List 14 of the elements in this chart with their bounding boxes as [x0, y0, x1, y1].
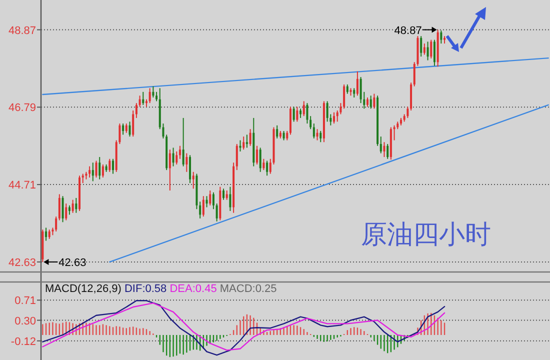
annotation: 原油四小时 — [361, 219, 491, 249]
series-label: DIF:0.58 — [124, 283, 170, 295]
chart-title: MACD(12,26,9) — [45, 283, 124, 295]
y-tick-label: -0.12 — [10, 336, 36, 348]
text: MACD:0.25 — [220, 283, 277, 295]
y-tick-label: 42.63 — [8, 256, 36, 269]
annotation: 42.63 — [58, 256, 86, 269]
y-tick-label: 44.71 — [8, 180, 36, 192]
y-tick-label: 0.30 — [14, 315, 36, 328]
y-tick-label: 48.87 — [8, 24, 36, 37]
y-tick-label: 46.79 — [8, 102, 36, 114]
y-tick-label: 0.71 — [14, 295, 36, 308]
series-label: DEA:0.45 — [170, 283, 220, 295]
annotation: 48.87 — [394, 24, 422, 37]
